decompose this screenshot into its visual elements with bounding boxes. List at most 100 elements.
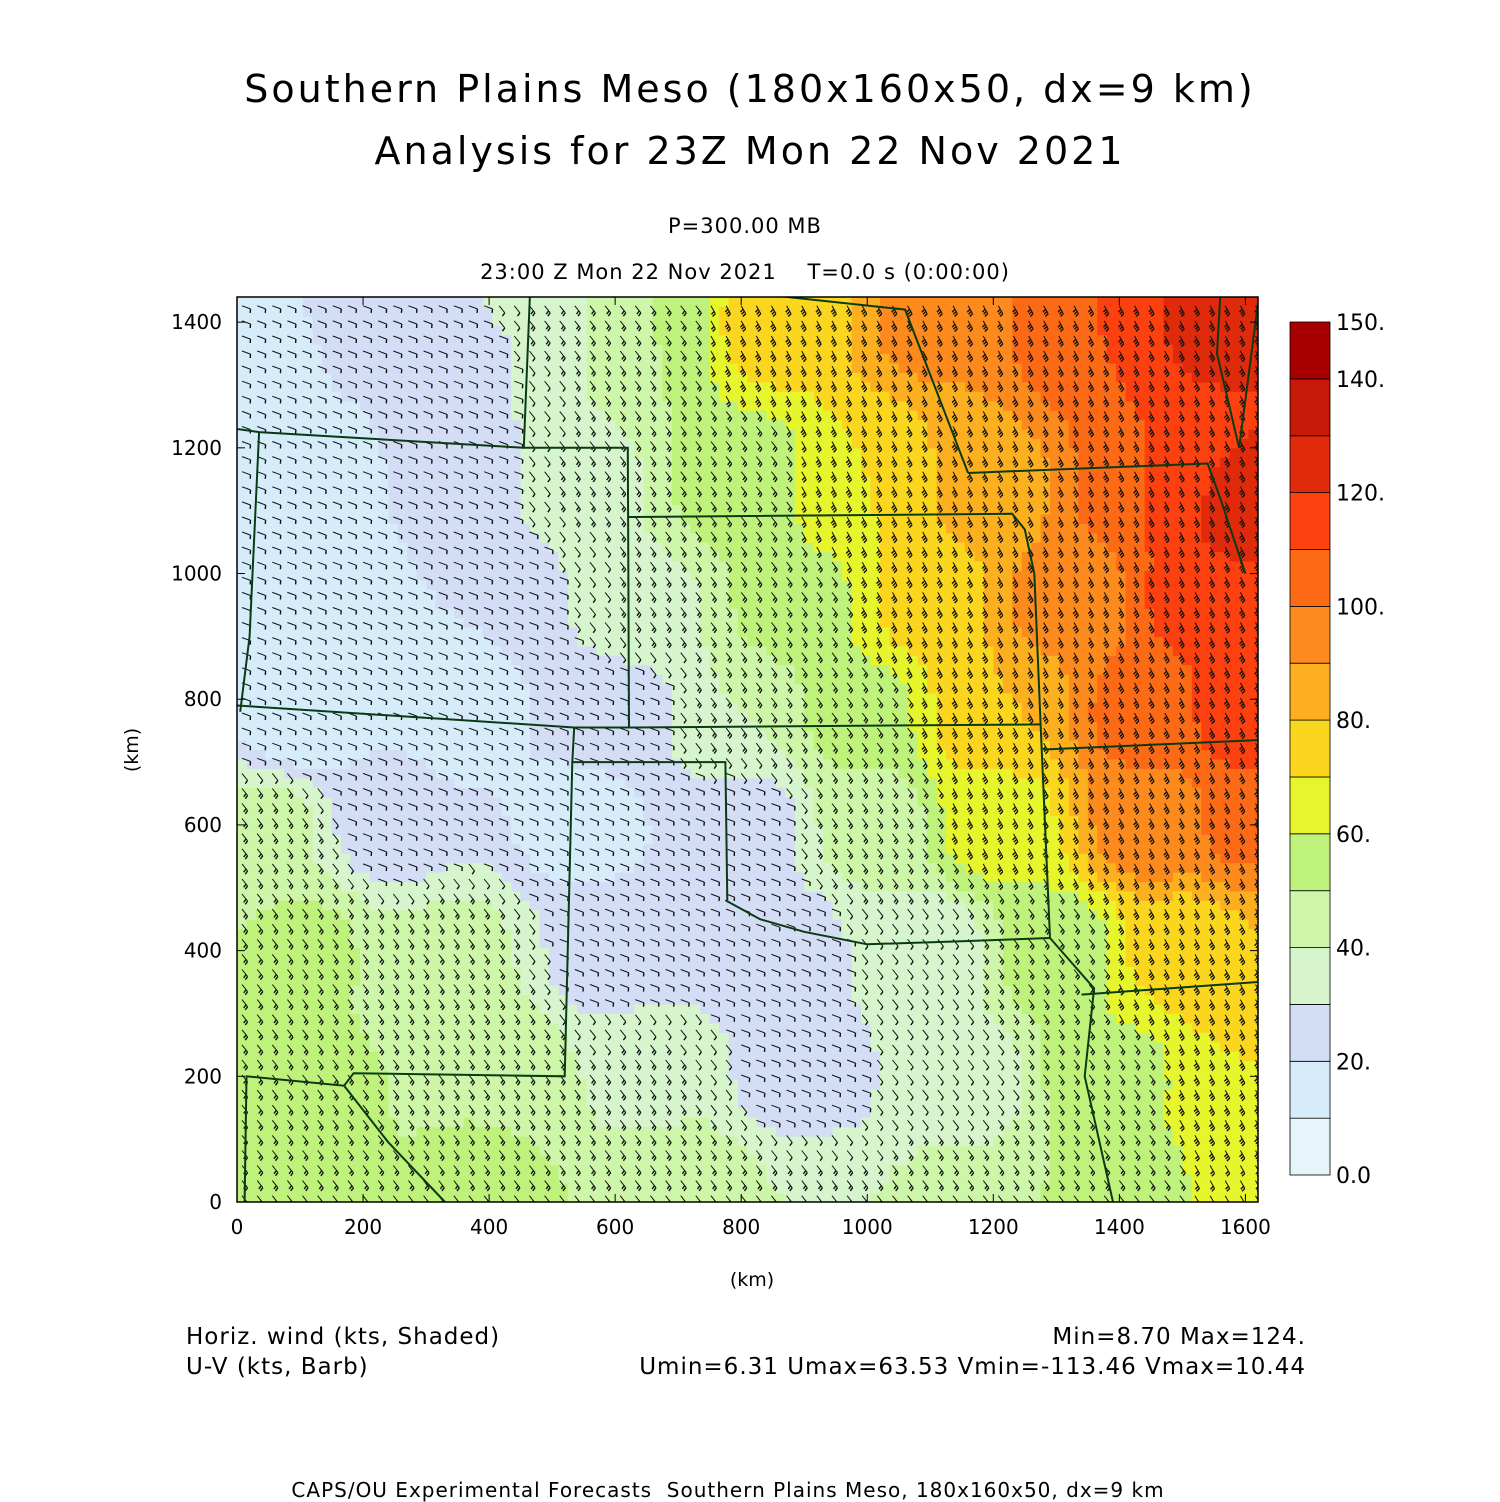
field-cell <box>341 1164 352 1175</box>
field-cell <box>804 966 815 977</box>
field-cell <box>416 1004 427 1014</box>
field-cell <box>596 966 607 977</box>
field-cell <box>359 872 370 883</box>
field-cell <box>265 928 276 939</box>
field-cell <box>653 768 664 779</box>
field-cell <box>690 834 701 845</box>
field-cell <box>501 1022 512 1033</box>
field-cell <box>255 881 266 892</box>
field-cell <box>671 900 682 911</box>
field-cell <box>898 796 909 807</box>
field-cell <box>851 1164 862 1175</box>
field-cell <box>1229 843 1240 854</box>
field-cell <box>908 1117 919 1128</box>
field-cell <box>1172 919 1183 930</box>
field-cell <box>274 947 285 958</box>
field-cell <box>1163 938 1174 948</box>
field-cell <box>1059 824 1070 835</box>
field-cell <box>567 985 578 996</box>
field-cell <box>331 1107 342 1118</box>
field-cell <box>1144 1060 1155 1071</box>
field-cell <box>303 890 314 901</box>
field-cell <box>785 1022 796 1033</box>
field-cell <box>246 1079 257 1090</box>
field-cell <box>397 1051 408 1062</box>
field-cell <box>1021 1126 1032 1137</box>
field-cell <box>842 956 853 967</box>
field-cell <box>1172 1088 1183 1099</box>
field-cell <box>1191 853 1202 864</box>
field-cell <box>549 1145 560 1156</box>
field-cell <box>653 1145 664 1156</box>
field-cell <box>653 928 664 939</box>
field-cell <box>605 1022 616 1033</box>
field-cell <box>1210 938 1221 948</box>
field-cell <box>1059 1004 1070 1014</box>
field-cell <box>482 1022 493 1033</box>
field-cell <box>823 1041 834 1052</box>
field-cell <box>983 1173 994 1184</box>
field-cell <box>378 938 389 948</box>
field-cell <box>350 994 361 1005</box>
field-cell <box>898 1136 909 1146</box>
field-cell <box>1154 1173 1165 1184</box>
field-cell <box>1191 1041 1202 1052</box>
field-cell <box>473 796 484 807</box>
field-cell <box>813 919 824 930</box>
field-cell <box>1125 938 1136 948</box>
field-cell <box>690 909 701 920</box>
field-cell <box>303 1154 314 1165</box>
field-cell <box>341 909 352 920</box>
field-cell <box>1031 890 1042 901</box>
field-cell <box>303 872 314 883</box>
field-cell <box>719 1013 730 1024</box>
field-cell <box>246 975 257 986</box>
field-cell <box>1002 1051 1013 1062</box>
field-cell <box>322 994 333 1005</box>
field-cell <box>823 1060 834 1071</box>
field-cell <box>567 1051 578 1062</box>
field-cell <box>511 900 522 911</box>
field-cell <box>709 1070 720 1080</box>
field-cell <box>322 787 333 798</box>
field-cell <box>1144 1032 1155 1043</box>
field-cell <box>501 1126 512 1137</box>
field-cell <box>369 975 380 986</box>
field-cell <box>681 1173 692 1184</box>
field-cell <box>407 919 418 930</box>
field-cell <box>1021 1145 1032 1156</box>
field-cell <box>1135 815 1146 826</box>
field-cell <box>482 1145 493 1156</box>
field-cell <box>738 881 749 892</box>
field-cell <box>974 1173 985 1184</box>
field-cell <box>662 900 673 911</box>
field-cell <box>879 1183 890 1194</box>
field-cell <box>908 1079 919 1090</box>
field-cell <box>1220 1126 1231 1137</box>
field-cell <box>397 1088 408 1099</box>
field-cell <box>577 834 588 845</box>
field-cell <box>823 1088 834 1099</box>
field-cell <box>1182 1032 1193 1043</box>
field-cell <box>1201 768 1212 779</box>
field-cell <box>274 1070 285 1080</box>
field-cell <box>567 1022 578 1033</box>
field-cell <box>426 872 437 883</box>
field-cell <box>331 900 342 911</box>
field-cell <box>1182 1164 1193 1175</box>
field-cell <box>1172 1173 1183 1184</box>
field-cell <box>624 1173 635 1184</box>
field-cell <box>794 768 805 779</box>
field-cell <box>1002 1041 1013 1052</box>
field-cell <box>246 1126 257 1137</box>
field-cell <box>341 928 352 939</box>
field-cell <box>823 1154 834 1165</box>
field-cell <box>567 928 578 939</box>
field-cell <box>1201 975 1212 986</box>
field-cell <box>1172 1107 1183 1118</box>
field-cell <box>388 1098 399 1109</box>
field-cell <box>870 928 881 939</box>
field-cell <box>359 806 370 817</box>
field-cell <box>738 1126 749 1137</box>
field-cell <box>1097 928 1108 939</box>
